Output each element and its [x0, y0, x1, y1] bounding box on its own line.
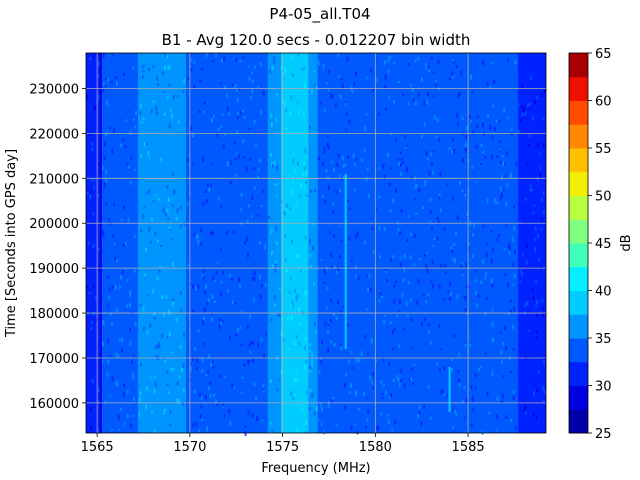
chart-subtitle: B1 - Avg 120.0 secs - 0.012207 bin width [162, 31, 471, 49]
colorbar-tick-label-8: 65 [595, 47, 612, 62]
y-tick-label-4: 200000 [29, 217, 79, 232]
colorbar-label: dB [619, 234, 634, 251]
y-tick-label-7: 230000 [29, 82, 79, 97]
colorbar-tick-label-0: 25 [595, 427, 612, 442]
y-tick-label-6: 220000 [29, 127, 79, 142]
colorbar-segment-13 [569, 100, 588, 125]
grid [86, 53, 546, 433]
heatmap-texture [86, 53, 546, 436]
heatmap-plot-area [86, 53, 546, 436]
heatmap-feature-1 [448, 366, 451, 412]
colorbar-segment-5 [569, 290, 588, 315]
x-tick-label-4: 1585 [452, 440, 485, 455]
colorbar-segment-15 [569, 53, 588, 78]
colorbar-tick-label-7: 60 [595, 95, 612, 110]
heatmap-feature-0 [344, 173, 347, 350]
x-tick-label-1: 1570 [173, 440, 206, 455]
x-tick-label-2: 1575 [266, 440, 299, 455]
colorbar-segment-12 [569, 124, 588, 149]
colorbar-segment-4 [569, 314, 588, 339]
x-axis-label: Frequency (MHz) [261, 461, 370, 476]
colorbar-segment-3 [569, 338, 588, 363]
axes: 1565 1570 1575 1580 1585 160000 170000 180000 19… [29, 52, 547, 455]
colorbar-segment-10 [569, 171, 588, 196]
colorbar-tick-label-1: 30 [595, 380, 612, 395]
heatmap-band-2 [137, 53, 187, 433]
y-tick-label-2: 180000 [29, 307, 79, 322]
heatmap-band-5 [280, 53, 309, 433]
colorbar-tick-label-2: 35 [595, 332, 612, 347]
colorbar-tick-label-4: 45 [595, 237, 612, 252]
x-tick-label-0: 1565 [81, 440, 114, 455]
heatmap-band-3 [186, 53, 268, 433]
colorbar-segment-14 [569, 76, 588, 101]
colorbar: 25 30 35 40 45 50 55 60 65 [568, 47, 612, 442]
colorbar-tick-label-3: 40 [595, 285, 612, 300]
y-tick-label-5: 210000 [29, 172, 79, 187]
chart-title: P4-05_all.T04 [269, 5, 370, 24]
colorbar-segment-8 [569, 219, 588, 244]
colorbar-segment-0 [569, 409, 588, 434]
colorbar-tick-label-5: 50 [595, 190, 612, 205]
colorbar-tick-label-6: 55 [595, 142, 612, 157]
heatmap-band-8 [518, 53, 546, 433]
heatmap-band-1 [100, 53, 138, 433]
y-tick-label-1: 170000 [29, 352, 79, 367]
plot-frame [85, 52, 547, 434]
y-tick-label-3: 190000 [29, 262, 79, 277]
heatmap-band-6 [308, 53, 318, 433]
heatmap-feature-2 [99, 53, 102, 433]
colorbar-segment-11 [569, 148, 588, 173]
y-tick-label-0: 160000 [29, 397, 79, 412]
x-tick-label-3: 1580 [359, 440, 392, 455]
heatmap-band-7 [317, 53, 519, 433]
heatmap-band-4 [267, 53, 281, 433]
y-axis-label: Time [Seconds into GPS day] [4, 149, 19, 338]
colorbar-segment-9 [569, 195, 588, 220]
colorbar-segment-7 [569, 243, 588, 268]
colorbar-segment-2 [569, 361, 588, 386]
colorbar-segment-1 [569, 385, 588, 410]
colorbar-segment-6 [569, 266, 588, 291]
